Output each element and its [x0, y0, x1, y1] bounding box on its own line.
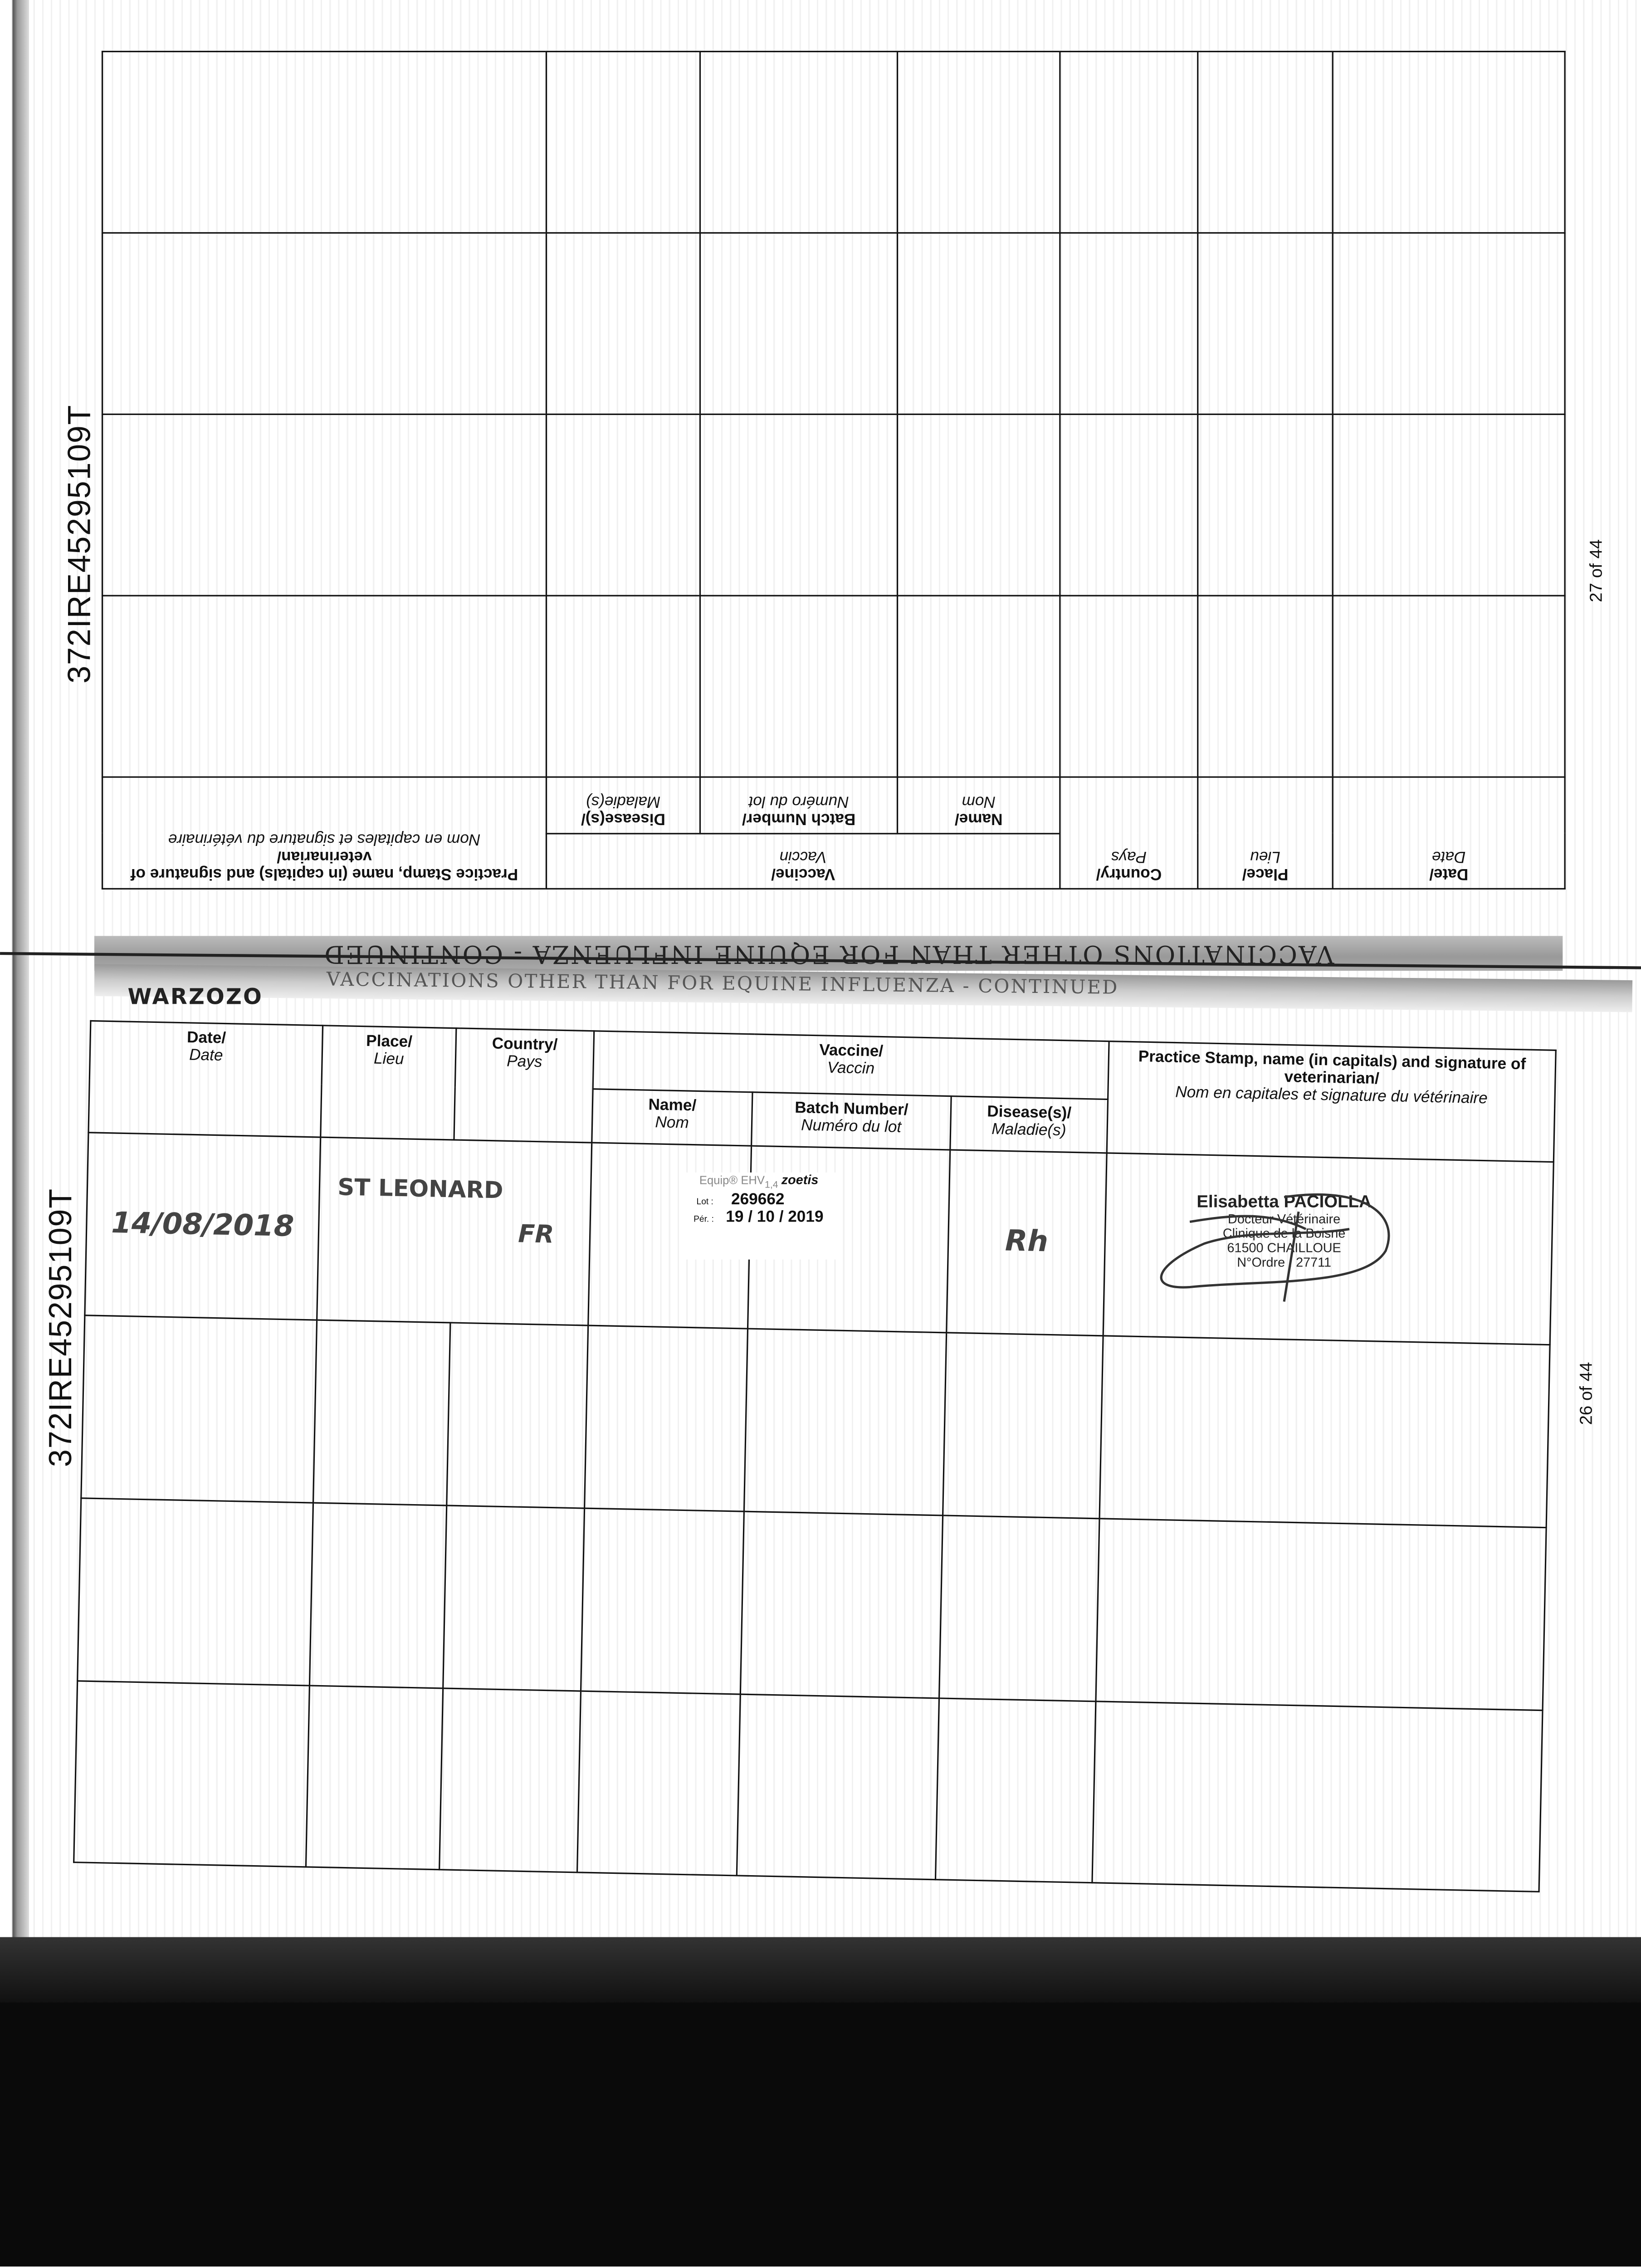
header-practice: Practice Stamp, name (in capitals) and s…	[1107, 1041, 1556, 1162]
handwritten-disease: Rh	[1005, 1222, 1049, 1258]
vaccination-table-top: Date/Date Place/Lieu Country/Pays Vaccin…	[102, 51, 1566, 890]
header-date: Date/Date	[88, 1021, 323, 1138]
header-batch: Batch Number/Numéro du lot	[700, 777, 898, 834]
header-vaccine: Vaccine/Vaccin	[593, 1031, 1109, 1100]
vet-address: 61500 CHAILLOUE	[1227, 1241, 1341, 1256]
book-spine	[0, 0, 29, 1945]
passport-number-top: 372IRE45295109T	[61, 404, 98, 684]
table-row	[102, 233, 1565, 415]
header-place: Place/Lieu	[1197, 777, 1333, 889]
brand-logo-text: zoetis	[781, 1172, 819, 1187]
veterinarian-stamp: Elisabetta PACIOLLA Docteur Vétérinaire …	[1160, 1192, 1407, 1309]
table-row	[73, 1681, 1543, 1892]
vet-order-number: N°Ordre : 27711	[1237, 1255, 1332, 1270]
header-country: Country/Pays	[454, 1028, 594, 1143]
handwritten-horse-name: WARZOZO	[127, 983, 263, 1010]
vaccination-table-bottom: Date/Date Place/Lieu Country/Pays Vaccin…	[73, 1020, 1557, 1892]
header-place: Place/Lieu	[320, 1025, 456, 1140]
header-name: Name/Nom	[897, 777, 1060, 834]
table-row	[102, 414, 1565, 596]
book-bottom-edge	[0, 1937, 1641, 2003]
passport-number-bottom: 372IRE45295109T	[42, 1188, 78, 1467]
vaccine-product: Equip® EHV	[699, 1173, 765, 1187]
lot-label: Lot :	[696, 1198, 713, 1207]
expiry-label: Pér. :	[694, 1215, 714, 1224]
expiry-date: 19 / 10 / 2019	[726, 1208, 824, 1226]
vet-title: Docteur Vétérinaire	[1228, 1212, 1341, 1227]
table-row	[81, 1315, 1550, 1528]
handwritten-country: FR	[518, 1220, 554, 1250]
header-country: Country/Pays	[1060, 777, 1198, 889]
handwritten-place: ST LEONARD	[337, 1173, 504, 1204]
table-row	[102, 51, 1565, 233]
table-row	[77, 1498, 1547, 1711]
lot-number: 269662	[731, 1191, 785, 1208]
page-number-top: 27 of 44	[1586, 539, 1607, 602]
section-title-band-bottom: VACCINATIONS OTHER THAN FOR EQUINE INFLU…	[94, 964, 1633, 1012]
vaccine-product-sub: 1,4	[764, 1180, 778, 1191]
header-disease: Disease(s)/Maladie(s)	[950, 1096, 1108, 1153]
header-practice: Practice Stamp, name (in capitals) and s…	[102, 777, 547, 889]
header-date: Date/Date	[1333, 777, 1565, 889]
page-number-bottom: 26 of 44	[1576, 1362, 1596, 1425]
header-name: Name/Nom	[591, 1089, 752, 1146]
table-row	[102, 596, 1565, 777]
header-disease: Disease(s)/Maladie(s)	[546, 777, 700, 834]
vaccine-batch-sticker: Equip® EHV1,4 zoetis Lot : 269662 Pér. :…	[682, 1172, 842, 1260]
handwritten-signature	[1160, 1193, 1390, 1302]
header-batch: Batch Number/Numéro du lot	[751, 1092, 952, 1150]
header-vaccine: Vaccine/Vaccin	[546, 833, 1060, 889]
section-title-bottom: VACCINATIONS OTHER THAN FOR EQUINE INFLU…	[326, 969, 1119, 1000]
handwritten-date: 14/08/2018	[111, 1204, 295, 1243]
